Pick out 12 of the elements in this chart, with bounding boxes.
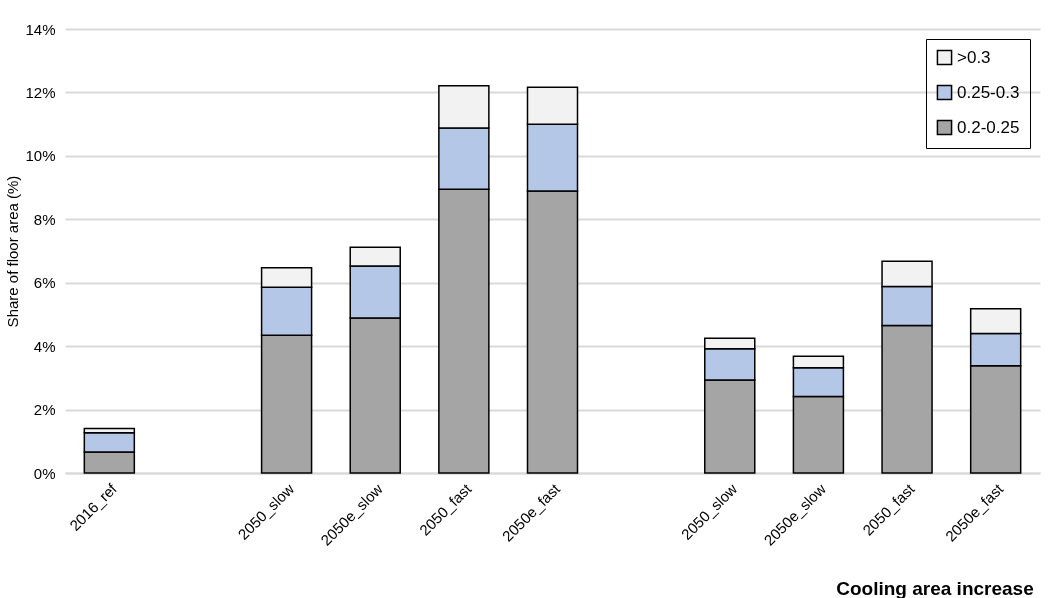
y-axis-title: Share of floor area (%) [4, 175, 22, 328]
y-tick-label: 12% [25, 83, 56, 101]
y-tick-label: 4% [33, 337, 56, 355]
y-tick-label: 8% [33, 210, 56, 228]
y-tick-label: 14% [25, 20, 56, 38]
y-tick-label: 2% [33, 401, 56, 419]
y-tick-label: 10% [25, 147, 56, 165]
y-tick-label: 0% [33, 464, 56, 482]
y-tick-label: 6% [33, 274, 56, 292]
legend-label: 0.25-0.3 [957, 82, 1020, 102]
legend-label: >0.3 [957, 47, 991, 67]
legend-label: 0.2-0.25 [957, 117, 1020, 137]
